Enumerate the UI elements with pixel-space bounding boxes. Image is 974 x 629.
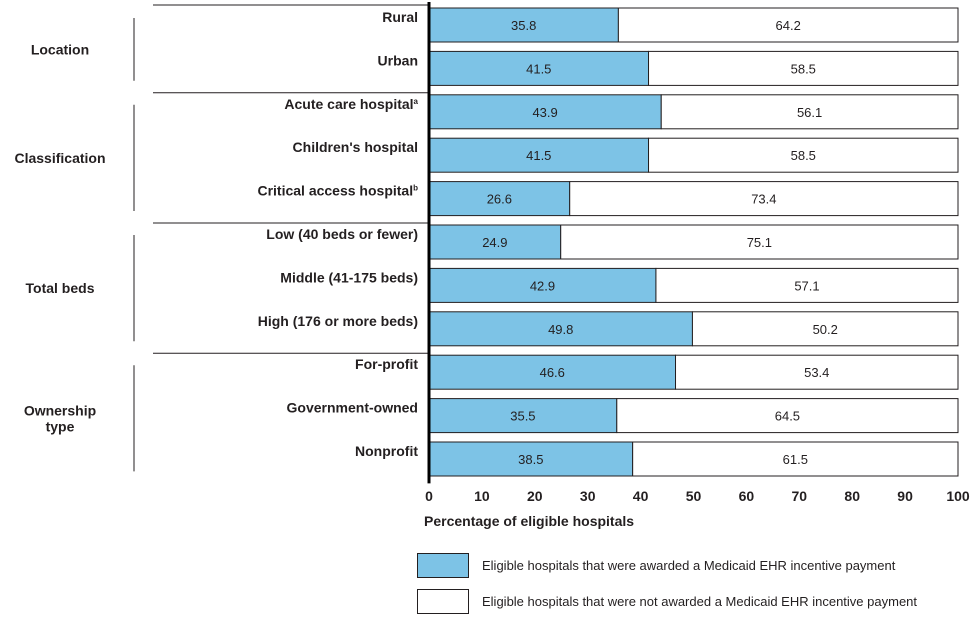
bar-awarded bbox=[428, 354, 677, 390]
bar-not-awarded bbox=[648, 50, 959, 86]
x-tick-label: 0 bbox=[425, 488, 433, 504]
data-label-not-awarded: 53.4 bbox=[804, 365, 829, 380]
data-label-not-awarded: 50.2 bbox=[813, 322, 838, 337]
bar-awarded bbox=[428, 137, 650, 173]
bar-awarded bbox=[428, 398, 618, 434]
category-label: Acute care hospitala bbox=[284, 96, 418, 112]
bar-not-awarded bbox=[691, 311, 959, 347]
x-tick-label: 40 bbox=[633, 488, 649, 504]
category-label: Critical access hospitalb bbox=[257, 183, 418, 199]
bar-not-awarded bbox=[617, 7, 959, 43]
x-axis-title: Percentage of eligible hospitals bbox=[424, 513, 634, 529]
group-label: Location bbox=[31, 41, 89, 57]
data-label-not-awarded: 58.5 bbox=[791, 61, 816, 76]
bar-awarded bbox=[428, 224, 562, 260]
legend-label-awarded: Eligible hospitals that were awarded a M… bbox=[482, 558, 896, 573]
category-label: Rural bbox=[382, 9, 418, 25]
data-label-not-awarded: 64.5 bbox=[775, 409, 800, 424]
bar-not-awarded bbox=[560, 224, 959, 260]
data-label-not-awarded: 75.1 bbox=[747, 235, 772, 250]
data-label-not-awarded: 56.1 bbox=[797, 105, 822, 120]
bar-awarded bbox=[428, 267, 657, 303]
x-tick-label: 30 bbox=[580, 488, 596, 504]
category-label: Middle (41-175 beds) bbox=[280, 269, 418, 285]
data-label-not-awarded: 73.4 bbox=[751, 192, 776, 207]
bar-awarded bbox=[428, 311, 693, 347]
x-tick-label: 10 bbox=[474, 488, 490, 504]
category-label: Government-owned bbox=[287, 400, 418, 416]
category-superscript: b bbox=[413, 184, 418, 193]
data-label-awarded: 41.5 bbox=[526, 148, 551, 163]
group-label: Total beds bbox=[26, 280, 95, 296]
x-tick-label: 100 bbox=[946, 488, 970, 504]
group-label: Classification bbox=[14, 150, 105, 166]
category-label: Nonprofit bbox=[355, 443, 418, 459]
bar-awarded bbox=[428, 181, 571, 217]
x-tick-label: 90 bbox=[897, 488, 913, 504]
category-label: Urban bbox=[378, 52, 418, 68]
group-label: Ownership type bbox=[24, 402, 96, 434]
legend-item-awarded: Eligible hospitals that were awarded a M… bbox=[417, 553, 932, 578]
data-label-awarded: 43.9 bbox=[532, 105, 557, 120]
bar-not-awarded bbox=[660, 94, 959, 130]
bar-not-awarded bbox=[648, 137, 959, 173]
legend-label-not-awarded: Eligible hospitals that were not awarded… bbox=[482, 594, 918, 609]
x-tick-label: 20 bbox=[527, 488, 543, 504]
data-label-awarded: 26.6 bbox=[487, 192, 512, 207]
data-label-awarded: 42.9 bbox=[530, 278, 555, 293]
bar-not-awarded bbox=[675, 354, 959, 390]
data-label-not-awarded: 57.1 bbox=[794, 278, 819, 293]
category-label: High (176 or more beds) bbox=[258, 313, 418, 329]
category-label: Low (40 beds or fewer) bbox=[266, 226, 418, 242]
data-label-awarded: 35.5 bbox=[510, 409, 535, 424]
legend-swatch-not-awarded bbox=[417, 589, 469, 614]
x-tick-label: 50 bbox=[686, 488, 702, 504]
bar-not-awarded bbox=[616, 398, 959, 434]
data-label-awarded: 24.9 bbox=[482, 235, 507, 250]
data-label-awarded: 49.8 bbox=[548, 322, 573, 337]
data-label-awarded: 38.5 bbox=[518, 452, 543, 467]
x-tick-label: 70 bbox=[792, 488, 808, 504]
data-label-not-awarded: 61.5 bbox=[783, 452, 808, 467]
stacked-bar-chart: Location Classification Total beds Ownershi… bbox=[14, 2, 970, 529]
data-label-awarded: 46.6 bbox=[540, 365, 565, 380]
data-label-not-awarded: 58.5 bbox=[791, 148, 816, 163]
category-label: Children's hospital bbox=[293, 139, 418, 155]
category-label: For-profit bbox=[355, 356, 418, 372]
category-superscript: a bbox=[414, 97, 419, 106]
bar-not-awarded bbox=[632, 441, 959, 477]
data-label-awarded: 41.5 bbox=[526, 61, 551, 76]
x-tick-label: 60 bbox=[739, 488, 755, 504]
data-label-not-awarded: 64.2 bbox=[776, 18, 801, 33]
bar-not-awarded bbox=[569, 181, 959, 217]
legend-item-not-awarded: Eligible hospitals that were not awarded… bbox=[417, 589, 932, 614]
bar-not-awarded bbox=[655, 267, 959, 303]
legend-swatch-awarded bbox=[417, 553, 469, 578]
data-label-awarded: 35.8 bbox=[511, 18, 536, 33]
x-tick-label: 80 bbox=[844, 488, 860, 504]
